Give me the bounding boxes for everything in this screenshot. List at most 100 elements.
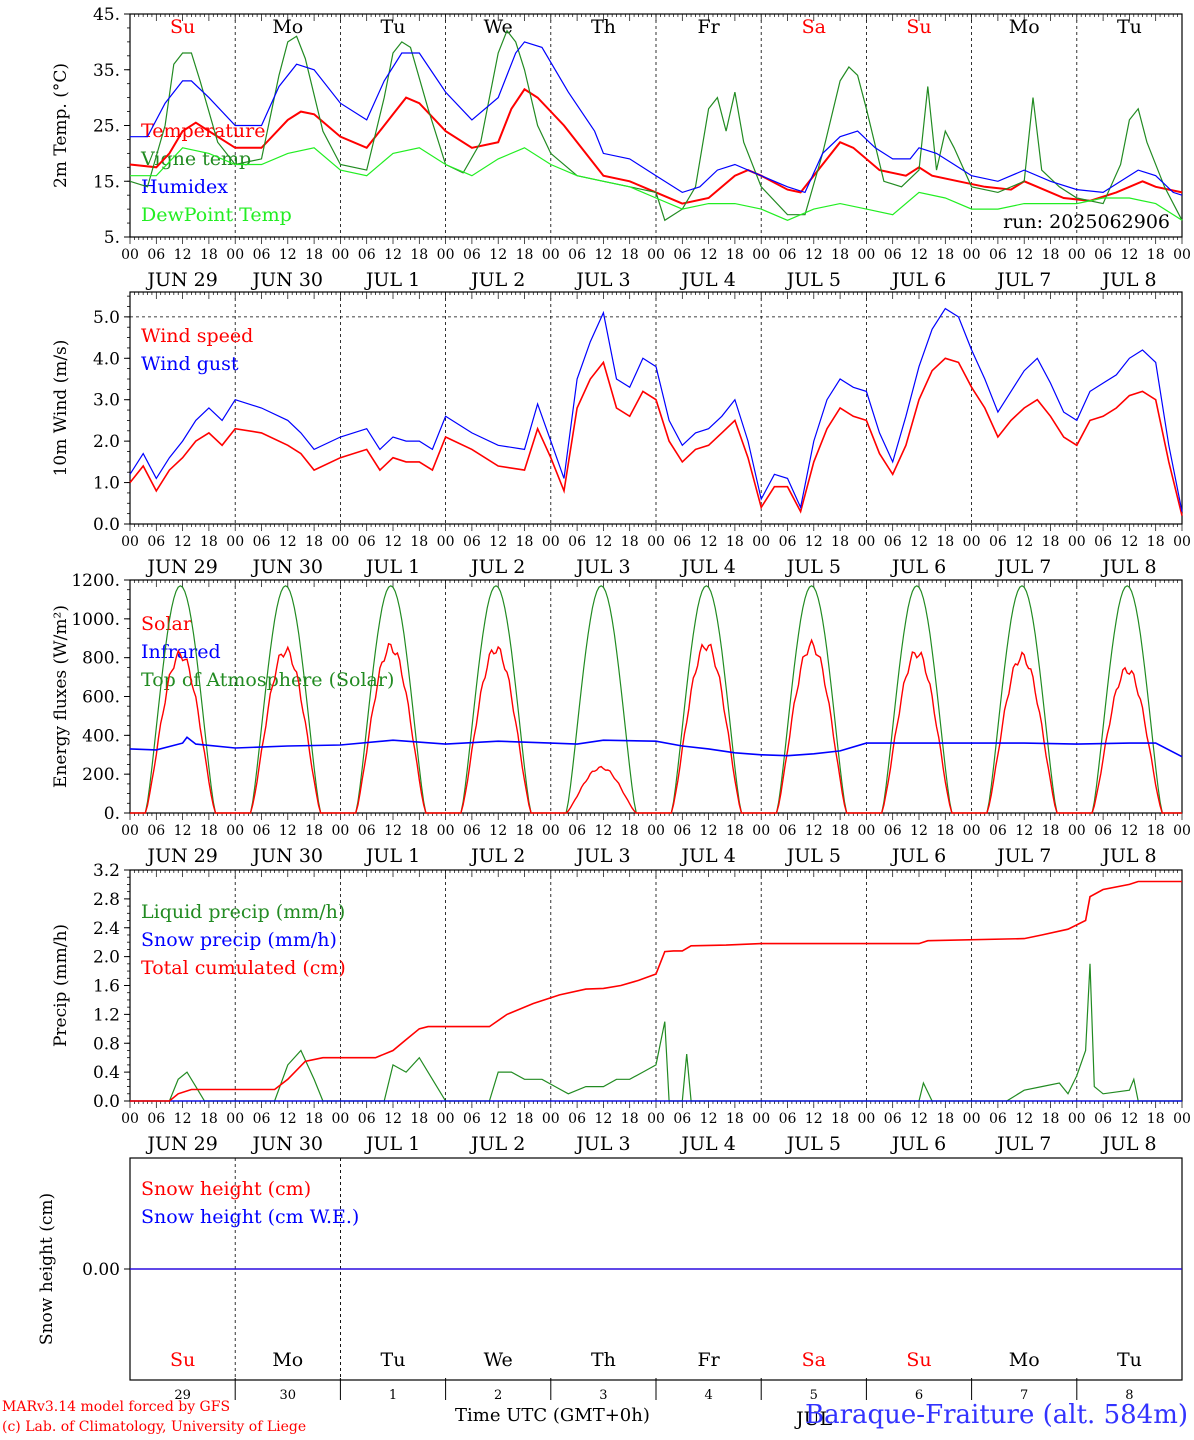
hour-tick-label: 12	[594, 823, 612, 839]
legend-entry: Vigne temp	[140, 148, 251, 170]
hour-tick-label: 12	[1015, 823, 1033, 839]
y-tick-label: 1000.	[71, 610, 120, 630]
hour-tick-label: 12	[594, 247, 612, 263]
hour-tick-label: 12	[489, 247, 507, 263]
hour-tick-label: 06	[1094, 1111, 1112, 1127]
hour-tick-label: 00	[437, 247, 455, 263]
hour-tick-label: 18	[621, 534, 639, 550]
hour-tick-label: 18	[410, 534, 428, 550]
date-label: JUL 8	[1100, 1133, 1156, 1155]
hour-tick-label: 18	[1042, 247, 1060, 263]
date-label: JUL 3	[574, 556, 630, 578]
y-tick-label: 45.	[93, 5, 120, 25]
hour-tick-label: 00	[331, 247, 349, 263]
y-tick-label: 35.	[93, 61, 120, 81]
hour-tick-label: 06	[884, 1111, 902, 1127]
hour-tick-label: 18	[831, 1111, 849, 1127]
y-tick-label: 3.0	[93, 391, 120, 411]
hour-tick-label: 18	[1147, 1111, 1165, 1127]
hour-tick-label: 12	[1120, 1111, 1138, 1127]
hour-tick-label: 12	[700, 1111, 718, 1127]
hour-tick-label: 00	[437, 823, 455, 839]
date-label: JUL 2	[469, 556, 525, 578]
hour-tick-label: 00	[857, 534, 875, 550]
date-label: JUL 8	[1100, 845, 1156, 867]
legend-entry: Humidex	[141, 176, 228, 198]
date-label: JUL 2	[469, 1133, 525, 1155]
hour-tick-label: 12	[174, 534, 192, 550]
panel-precip: 3.2 2.8 2.4 2.0 1.6 1.2 0.8 0.4 0.0 Precip (mm/h)…	[51, 861, 1191, 1155]
hour-tick-label: 18	[1147, 534, 1165, 550]
y-axis-label: Energy fluxes (W/m²)	[51, 605, 71, 788]
hour-tick-label: 12	[489, 534, 507, 550]
hour-tick-label: 18	[1042, 1111, 1060, 1127]
series-infrared	[129, 736, 1183, 758]
hour-tick-label: 00	[1173, 1111, 1191, 1127]
series-wind-gust	[129, 307, 1183, 512]
day-letter: Su	[170, 16, 195, 38]
hour-tick-label: 00	[857, 1111, 875, 1127]
hour-tick-label: 06	[989, 1111, 1007, 1127]
date-label: JUL 2	[469, 269, 525, 291]
day-letter: Mo	[272, 1349, 303, 1371]
date-label: JUL 4	[679, 845, 735, 867]
hour-tick-label: 12	[384, 247, 402, 263]
y-tick-label: 4.0	[93, 349, 120, 369]
y-tick-label: 2.8	[93, 890, 120, 910]
date-label: JUL 2	[469, 845, 525, 867]
legend-entry: Temperature	[141, 120, 265, 142]
date-label: JUL 7	[995, 269, 1051, 291]
hour-tick-label: 00	[542, 1111, 560, 1127]
legend-entry: Infrared	[141, 641, 221, 663]
legend-entry: Wind gust	[141, 353, 239, 375]
hour-tick-label: 00	[752, 1111, 770, 1127]
hour-tick-label: 06	[673, 1111, 691, 1127]
hour-tick-label: 00	[1068, 247, 1086, 263]
y-tick-label: 0.00	[82, 1260, 120, 1280]
hour-tick-label: 00	[1173, 247, 1191, 263]
y-tick-label: 5.	[104, 228, 120, 248]
date-label: JUN 29	[145, 845, 217, 867]
panel-energy: 1200. 1000. 800. 600. 400. 200. 0. Energy fluxe…	[51, 571, 1191, 867]
hour-tick-label: 00	[963, 1111, 981, 1127]
date-label: JUL 6	[890, 1133, 946, 1155]
y-tick-label: 800.	[82, 649, 120, 669]
hour-tick-label: 06	[253, 534, 271, 550]
hour-tick-label: 06	[147, 247, 165, 263]
y-tick-label: 1.6	[93, 977, 120, 997]
hour-tick-label: 18	[936, 823, 954, 839]
hour-tick-label: 18	[305, 247, 323, 263]
y-tick-label: 0.8	[93, 1034, 120, 1054]
hour-tick-label: 00	[331, 1111, 349, 1127]
date-label: JUL 5	[785, 1133, 841, 1155]
date-label: JUL 5	[785, 269, 841, 291]
y-axis-label: Precip (mm/h)	[51, 924, 71, 1047]
y-axis-label: 10m Wind (m/s)	[51, 340, 71, 477]
run-annotation: run: 2025062906	[1003, 211, 1170, 233]
date-label: JUL 1	[364, 269, 420, 291]
hour-tick-label: 06	[884, 534, 902, 550]
day-letter: Th	[591, 16, 616, 38]
hour-tick-label: 18	[936, 1111, 954, 1127]
day-letter: Mo	[1009, 1349, 1040, 1371]
y-tick-label: 0.4	[93, 1063, 120, 1083]
date-label: JUL 3	[574, 269, 630, 291]
hour-tick-label: 06	[358, 534, 376, 550]
legend-entry: Top of Atmosphere (Solar)	[141, 669, 394, 691]
hour-tick-label: 00	[1173, 534, 1191, 550]
day-number: 29	[174, 1388, 191, 1403]
hour-tick-label: 00	[437, 1111, 455, 1127]
date-label: JUL 3	[574, 1133, 630, 1155]
hour-tick-label: 00	[963, 534, 981, 550]
hour-tick-label: 18	[1042, 534, 1060, 550]
hour-tick-label: 12	[594, 1111, 612, 1127]
hour-tick-label: 00	[1173, 823, 1191, 839]
hour-tick-label: 00	[437, 534, 455, 550]
day-letter: Tu	[1117, 1349, 1142, 1371]
hour-tick-label: 00	[1068, 823, 1086, 839]
hour-tick-label: 06	[147, 534, 165, 550]
hour-tick-label: 12	[910, 534, 928, 550]
y-tick-label: 1200.	[71, 571, 120, 591]
date-label: JUL 5	[785, 845, 841, 867]
date-label: JUN 29	[145, 269, 217, 291]
